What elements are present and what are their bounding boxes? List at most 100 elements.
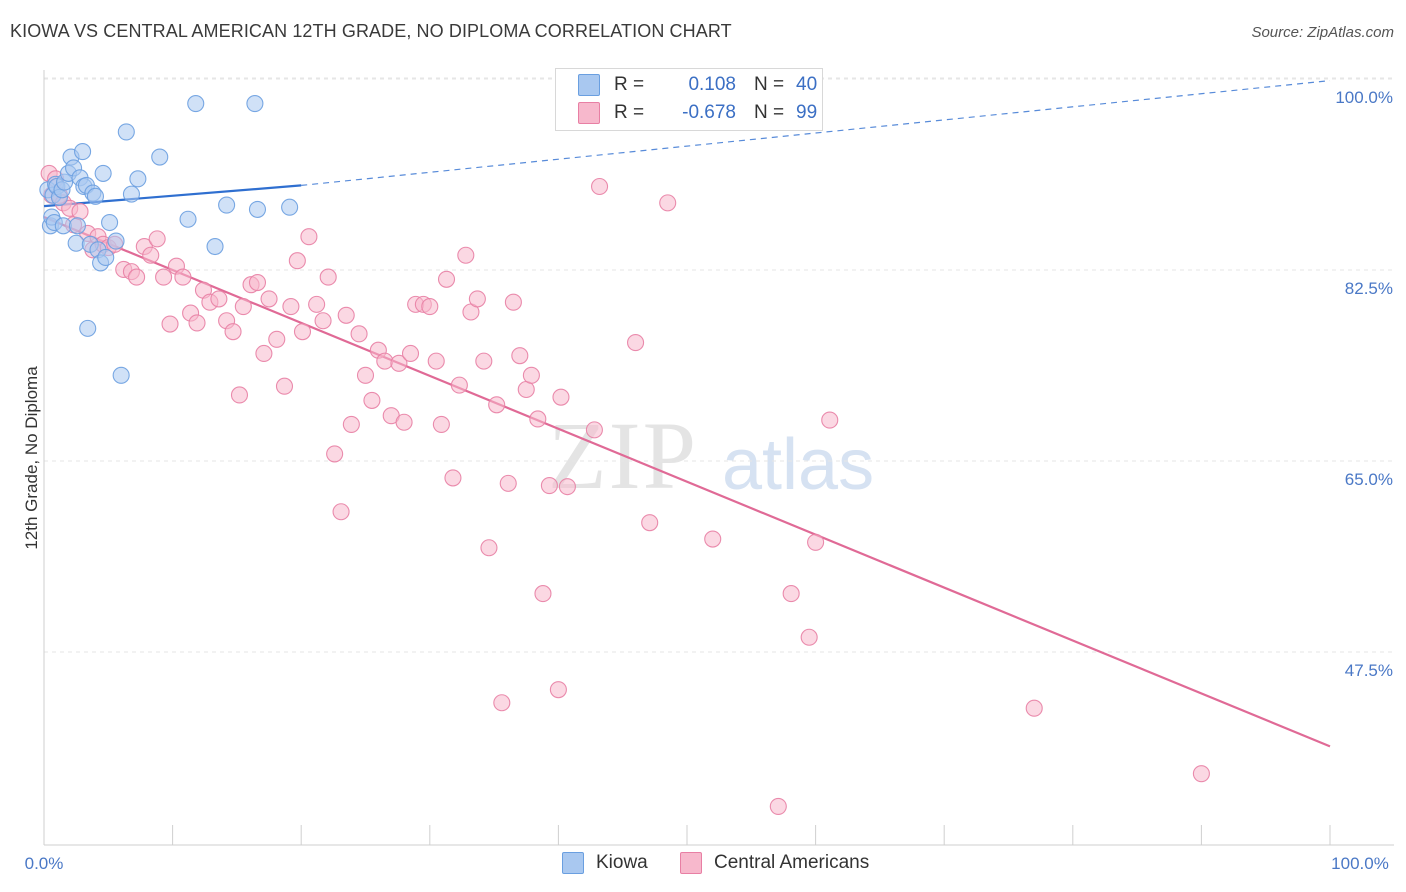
kiowa-point xyxy=(112,366,130,384)
legend-row-kiowa: R = 0.108 N = 40 xyxy=(578,73,817,97)
stats-legend: R = 0.108 N = 40 R = -0.678 N = 99 xyxy=(555,68,823,131)
trend-lines xyxy=(43,80,1331,748)
central-americans-point xyxy=(552,388,570,406)
central-americans-point xyxy=(148,230,166,248)
central-americans-point xyxy=(782,585,800,603)
kiowa-point xyxy=(246,94,264,113)
central-americans-point xyxy=(488,396,506,414)
kiowa-point xyxy=(129,170,147,188)
kiowa-point xyxy=(74,143,92,161)
central-americans-point xyxy=(363,391,381,409)
kiowa-point xyxy=(101,213,119,232)
legend-n-value: 99 xyxy=(796,102,818,123)
central-americans-point xyxy=(300,228,318,246)
central-americans-point xyxy=(174,268,192,286)
central-americans-point xyxy=(821,411,839,429)
central-americans-point xyxy=(421,298,439,316)
central-americans-point xyxy=(534,585,552,603)
central-americans-point xyxy=(142,246,160,264)
central-americans-point xyxy=(432,415,450,433)
central-americans-point xyxy=(504,293,522,311)
bottom-legend-kiowa: Kiowa xyxy=(562,852,648,874)
central-americans-point xyxy=(188,314,206,332)
trend-line-kiowa xyxy=(43,184,302,208)
central-americans-point xyxy=(704,530,722,548)
central-americans-point xyxy=(224,323,242,341)
legend-n-value: 40 xyxy=(796,74,818,95)
central-americans-point xyxy=(248,273,267,292)
central-americans-point xyxy=(376,352,394,370)
central-americans-point xyxy=(155,268,173,286)
central-americans-point xyxy=(529,410,547,428)
y-axis-label: 12th Grade, No Diploma xyxy=(22,366,41,550)
central-americans-point xyxy=(308,295,326,313)
central-americans-point xyxy=(128,268,146,286)
chart-source: Source: ZipAtlas.com xyxy=(1251,24,1394,41)
data-points xyxy=(39,94,1210,815)
central-americans-point xyxy=(540,476,558,495)
watermark-atlas: atlas xyxy=(722,425,875,505)
central-americans-point xyxy=(511,347,529,365)
central-americans-point xyxy=(260,290,278,308)
kiowa-point xyxy=(97,248,115,266)
central-americans-point xyxy=(234,298,252,316)
legend-r-label: R = xyxy=(614,74,645,95)
central-americans-point xyxy=(395,413,413,431)
bottom-legend-central-americans: Central Americans xyxy=(680,852,869,874)
kiowa-point xyxy=(79,319,97,337)
bottom-legend-label-central-americans: Central Americans xyxy=(714,852,870,873)
legend-r-value: -0.678 xyxy=(682,102,736,123)
central-americans-point xyxy=(337,306,355,324)
y-tick-label: 100.0% xyxy=(1335,88,1393,107)
legend-swatch-central-americans xyxy=(578,102,600,124)
central-americans-point xyxy=(659,194,677,212)
central-americans-point xyxy=(282,298,300,316)
y-tick-label: 82.5% xyxy=(1345,279,1393,298)
y-tick-label: 47.5% xyxy=(1345,661,1393,680)
central-americans-point xyxy=(769,797,787,815)
axes xyxy=(43,70,1394,846)
bottom-legend-swatch-central-americans xyxy=(680,852,702,874)
central-americans-point xyxy=(255,344,273,363)
legend-r-value: 0.108 xyxy=(688,74,736,95)
trend-line-kiowa-extension xyxy=(301,80,1331,187)
x-tick-label: 0.0% xyxy=(25,854,64,873)
y-tick-label: 65.0% xyxy=(1345,470,1393,489)
central-americans-point xyxy=(268,330,286,348)
central-americans-point xyxy=(390,354,408,372)
central-americans-point xyxy=(558,478,576,496)
central-americans-point xyxy=(350,325,368,343)
central-americans-point xyxy=(342,415,360,433)
central-americans-point xyxy=(807,533,825,551)
central-americans-point xyxy=(549,681,567,699)
central-americans-point xyxy=(161,315,179,333)
central-americans-point xyxy=(314,312,332,330)
central-americans-point xyxy=(480,539,498,557)
central-americans-point xyxy=(585,421,603,439)
legend-n-label: N = xyxy=(754,74,785,95)
kiowa-point xyxy=(218,196,236,214)
central-americans-point xyxy=(293,323,312,341)
central-americans-point xyxy=(457,246,475,264)
kiowa-point xyxy=(68,217,86,235)
central-americans-point xyxy=(475,352,493,370)
kiowa-point xyxy=(179,210,197,228)
central-americans-point xyxy=(627,334,645,352)
central-americans-point xyxy=(641,514,659,532)
central-americans-point xyxy=(356,366,375,384)
central-americans-point xyxy=(800,628,818,646)
central-americans-point xyxy=(444,469,462,487)
kiowa-point xyxy=(94,164,112,182)
central-americans-point xyxy=(210,290,228,308)
kiowa-point xyxy=(67,234,85,252)
kiowa-point xyxy=(187,94,205,113)
central-americans-point xyxy=(427,352,445,370)
bottom-legend-label-kiowa: Kiowa xyxy=(596,852,648,873)
central-americans-point xyxy=(437,270,456,288)
x-tick-label: 100.0% xyxy=(1331,854,1389,873)
legend-n-label: N = xyxy=(754,102,785,123)
central-americans-point xyxy=(499,474,517,492)
kiowa-point xyxy=(107,232,125,250)
kiowa-point xyxy=(248,200,267,218)
